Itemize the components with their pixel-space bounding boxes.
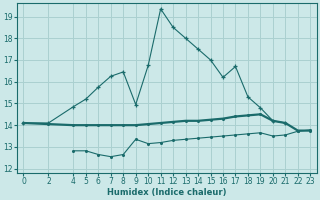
X-axis label: Humidex (Indice chaleur): Humidex (Indice chaleur) bbox=[107, 188, 227, 197]
